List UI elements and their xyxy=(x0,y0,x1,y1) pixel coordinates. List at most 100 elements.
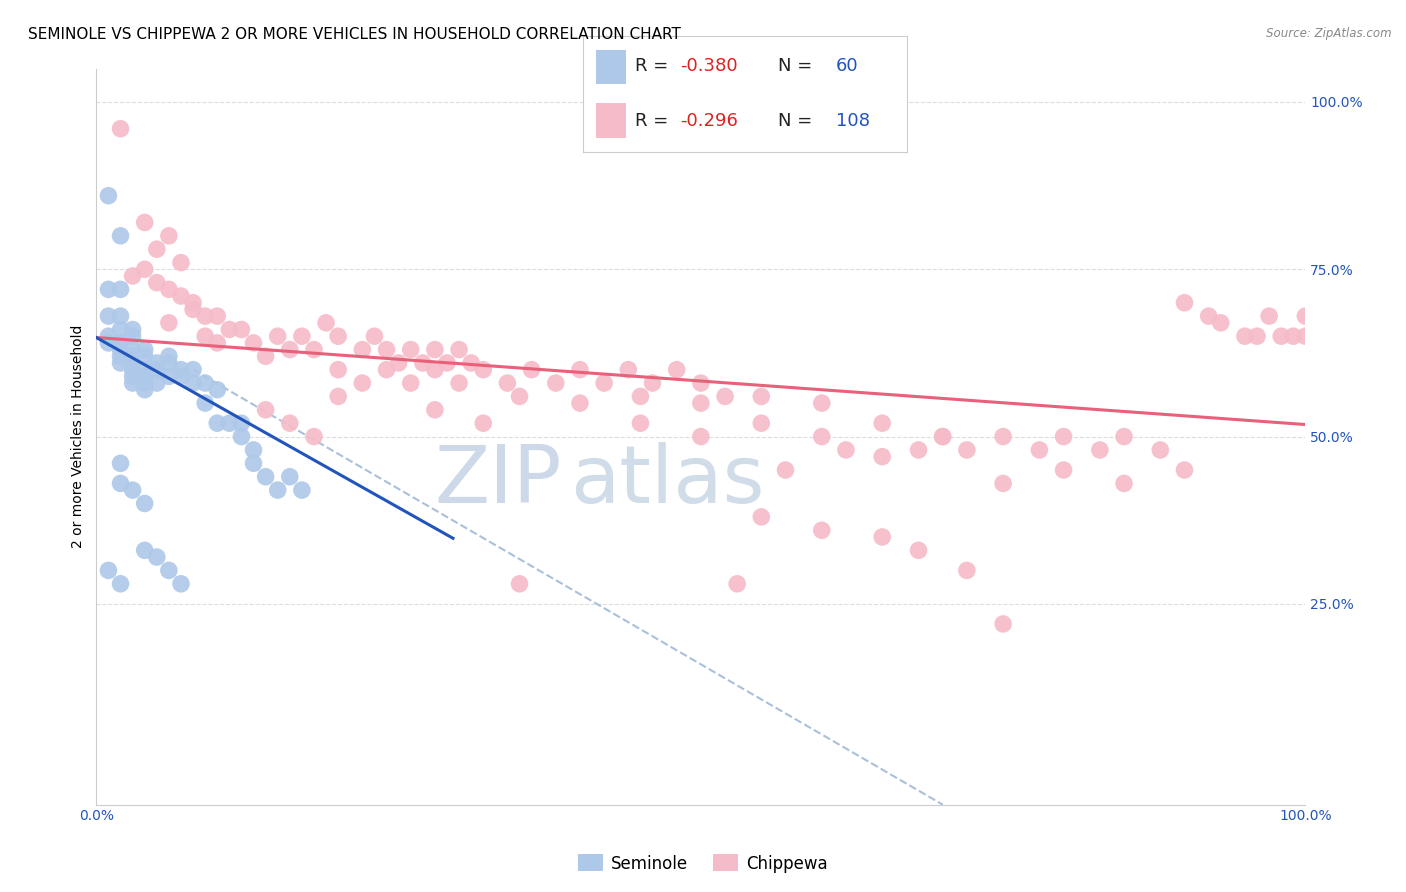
Text: R =: R = xyxy=(636,112,675,130)
Point xyxy=(436,356,458,370)
Point xyxy=(134,262,156,277)
Point xyxy=(110,343,132,357)
Point xyxy=(170,362,193,376)
Point xyxy=(412,356,434,370)
Point xyxy=(1233,329,1256,343)
Point xyxy=(134,383,156,397)
Point xyxy=(121,268,143,283)
Point xyxy=(134,496,156,510)
Point xyxy=(157,356,180,370)
Point xyxy=(170,289,193,303)
Text: -0.380: -0.380 xyxy=(681,57,738,76)
Point xyxy=(423,402,446,417)
Text: R =: R = xyxy=(636,57,675,76)
Text: N =: N = xyxy=(778,112,817,130)
Point xyxy=(689,396,711,410)
Point xyxy=(725,576,748,591)
Point xyxy=(97,335,120,350)
Point xyxy=(254,469,277,483)
Point xyxy=(399,376,422,390)
Point xyxy=(593,376,616,390)
Point xyxy=(254,349,277,363)
Point xyxy=(121,349,143,363)
Point xyxy=(544,376,567,390)
Point xyxy=(134,215,156,229)
Point xyxy=(231,416,253,430)
Point xyxy=(181,295,204,310)
Point xyxy=(146,549,169,564)
Point xyxy=(110,456,132,470)
Point xyxy=(472,362,495,376)
Point xyxy=(665,362,688,376)
Point xyxy=(207,416,229,430)
FancyBboxPatch shape xyxy=(596,103,626,137)
Point xyxy=(714,389,737,403)
Text: 60: 60 xyxy=(835,57,858,76)
Point xyxy=(121,322,143,336)
Point xyxy=(97,309,120,323)
Point xyxy=(97,188,120,202)
Point xyxy=(121,362,143,376)
Point xyxy=(835,442,858,457)
Point xyxy=(254,402,277,417)
Point xyxy=(1258,309,1281,323)
Point xyxy=(956,563,979,577)
Point xyxy=(568,362,591,376)
Point xyxy=(689,429,711,443)
Point xyxy=(110,121,132,136)
Point xyxy=(496,376,519,390)
Point xyxy=(568,396,591,410)
Point xyxy=(749,416,772,430)
Legend: Seminole, Chippewa: Seminole, Chippewa xyxy=(571,847,835,880)
Point xyxy=(110,576,132,591)
Point xyxy=(907,442,929,457)
Point xyxy=(291,483,314,497)
Point xyxy=(775,463,797,477)
Point xyxy=(1028,442,1050,457)
Point xyxy=(1088,442,1111,457)
Point xyxy=(146,276,169,290)
Point xyxy=(170,255,193,269)
Point xyxy=(181,362,204,376)
Point xyxy=(97,329,120,343)
Point xyxy=(749,509,772,524)
Point xyxy=(170,576,193,591)
Point xyxy=(146,376,169,390)
Point xyxy=(110,356,132,370)
Point xyxy=(97,282,120,296)
Point xyxy=(134,376,156,390)
Point xyxy=(1209,316,1232,330)
Text: 108: 108 xyxy=(835,112,870,130)
Point xyxy=(242,335,264,350)
Point xyxy=(170,369,193,384)
Point xyxy=(278,469,301,483)
Point xyxy=(181,302,204,317)
Point xyxy=(508,576,530,591)
Point xyxy=(460,356,482,370)
Point xyxy=(956,442,979,457)
Point xyxy=(134,369,156,384)
Point xyxy=(352,376,374,390)
Point xyxy=(267,483,290,497)
Point xyxy=(689,376,711,390)
Point xyxy=(328,389,350,403)
Point xyxy=(423,362,446,376)
Point xyxy=(1052,429,1074,443)
Point xyxy=(194,376,217,390)
Point xyxy=(1246,329,1268,343)
Point xyxy=(267,329,290,343)
Point xyxy=(449,343,471,357)
Point xyxy=(157,316,180,330)
FancyBboxPatch shape xyxy=(596,50,626,85)
Point xyxy=(1173,295,1195,310)
Point xyxy=(870,416,893,430)
Point xyxy=(449,376,471,390)
Point xyxy=(207,309,229,323)
Point xyxy=(242,456,264,470)
Point xyxy=(218,322,240,336)
Point xyxy=(278,416,301,430)
Point xyxy=(194,396,217,410)
Point xyxy=(110,335,132,350)
Point xyxy=(1173,463,1195,477)
Point xyxy=(810,429,832,443)
